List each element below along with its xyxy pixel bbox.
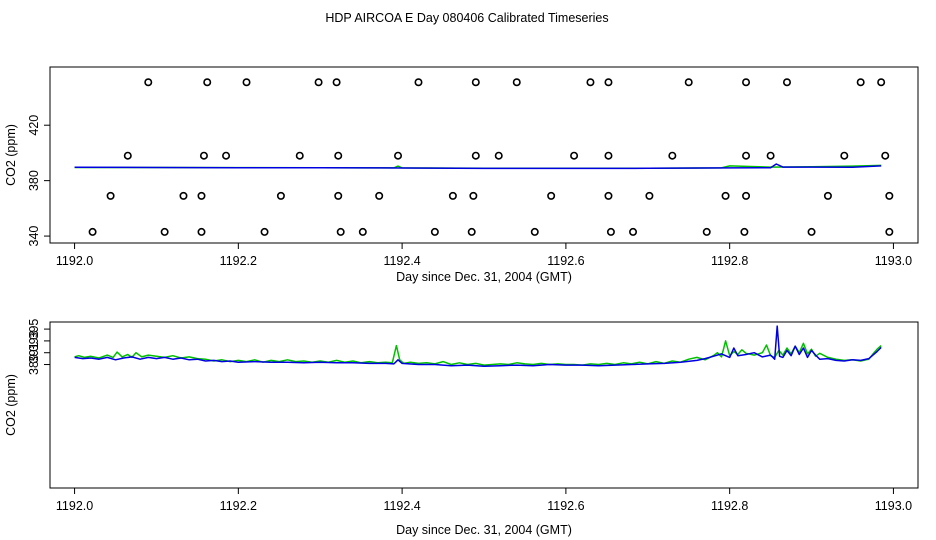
x-tick-label: 1192.2: [220, 254, 257, 268]
bottom-plot-frame: [49, 321, 919, 489]
sample-point: [375, 191, 384, 200]
sample-point: [740, 227, 749, 236]
x-tick-label: 1192.4: [383, 254, 420, 268]
x-tick-label: 1192.0: [56, 254, 93, 268]
sample-point: [606, 227, 615, 236]
x-tick-label: 1192.6: [547, 499, 584, 513]
sample-point: [782, 78, 791, 87]
sample-point: [242, 78, 251, 87]
x-tick-label: 1192.8: [711, 499, 748, 513]
sample-point: [766, 151, 775, 160]
sample-point: [742, 78, 751, 87]
sample-point: [823, 191, 832, 200]
sample-point: [547, 191, 556, 200]
top-plot-frame: [49, 66, 919, 244]
top-series-lines: [74, 163, 882, 170]
sample-point: [807, 227, 816, 236]
x-tick-label: 1193.0: [875, 254, 912, 268]
sample-point: [160, 227, 169, 236]
sample-point: [334, 151, 343, 160]
sample-point: [742, 151, 751, 160]
sample-point: [222, 151, 231, 160]
sample-point: [629, 227, 638, 236]
sample-point: [494, 151, 503, 160]
sample-point: [512, 78, 521, 87]
sample-point: [88, 227, 97, 236]
y-tick-label: 420: [27, 115, 41, 136]
x-tick-label: 1192.2: [220, 499, 257, 513]
sample-point: [199, 151, 208, 160]
sample-point: [604, 151, 613, 160]
sample-point: [471, 78, 480, 87]
sample-point: [877, 78, 886, 87]
y-tick-label: 389: [27, 354, 41, 375]
bottom-x-axis: 1192.0 1192.2 1192.4 1192.6 1192.8 1193.0: [56, 488, 912, 513]
sample-point: [881, 151, 890, 160]
top-x-axis: 1192.0 1192.2 1192.4 1192.6 1192.8 1193.0: [56, 243, 912, 268]
sample-point: [430, 227, 439, 236]
top-sample-points: [88, 78, 894, 236]
sample-point: [197, 227, 206, 236]
sample-point: [314, 78, 323, 87]
bottom-y-axis-label: CO2 (ppm): [4, 374, 18, 436]
y-tick-label: 340: [27, 226, 41, 247]
sample-point: [334, 191, 343, 200]
sample-point: [448, 191, 457, 200]
top-panel: 1192.0 1192.2 1192.4 1192.6 1192.8 1193.0 340…: [4, 66, 919, 284]
sample-point: [469, 191, 478, 200]
sample-point: [668, 151, 677, 160]
sample-point: [203, 78, 212, 87]
top-y-axis-label: CO2 (ppm): [4, 124, 18, 186]
x-tick-label: 1193.0: [875, 499, 912, 513]
sample-point: [123, 151, 132, 160]
sample-point: [840, 151, 849, 160]
sample-point: [394, 151, 403, 160]
series-line-1: [74, 340, 882, 366]
sample-point: [276, 191, 285, 200]
y-tick-label: 395: [27, 319, 41, 340]
sample-point: [144, 78, 153, 87]
y-tick-label: 380: [27, 170, 41, 191]
sample-point: [684, 78, 693, 87]
sample-point: [885, 191, 894, 200]
sample-point: [702, 227, 711, 236]
sample-point: [721, 191, 730, 200]
series-line-2: [74, 325, 882, 368]
sample-point: [179, 191, 188, 200]
sample-point: [604, 191, 613, 200]
sample-point: [295, 151, 304, 160]
bottom-x-axis-label: Day since Dec. 31, 2004 (GMT): [396, 523, 572, 537]
sample-point: [467, 227, 476, 236]
bottom-series-lines: [74, 325, 882, 368]
top-x-axis-label: Day since Dec. 31, 2004 (GMT): [396, 270, 572, 284]
x-tick-label: 1192.0: [56, 499, 93, 513]
sample-point: [336, 227, 345, 236]
y-tick-label: 393: [27, 330, 41, 351]
sample-point: [106, 191, 115, 200]
y-tick-label: 391: [27, 342, 41, 363]
sample-point: [856, 78, 865, 87]
sample-point: [604, 78, 613, 87]
figure-title: HDP AIRCOA E Day 080406 Calibrated Times…: [325, 11, 608, 25]
series-line-2: [74, 163, 882, 170]
sample-point: [260, 227, 269, 236]
x-tick-label: 1192.4: [383, 499, 420, 513]
bottom-panel: 1192.0 1192.2 1192.4 1192.6 1192.8 1193.0 389…: [4, 319, 919, 537]
sample-point: [471, 151, 480, 160]
sample-point: [885, 227, 894, 236]
sample-point: [530, 227, 539, 236]
sample-point: [645, 191, 654, 200]
sample-point: [570, 151, 579, 160]
x-tick-label: 1192.6: [547, 254, 584, 268]
sample-point: [586, 78, 595, 87]
sample-point: [197, 191, 206, 200]
top-y-axis: 340 380 420: [27, 115, 50, 247]
sample-point: [414, 78, 423, 87]
sample-point: [742, 191, 751, 200]
x-tick-label: 1192.8: [711, 254, 748, 268]
sample-point: [332, 78, 341, 87]
sample-point: [358, 227, 367, 236]
